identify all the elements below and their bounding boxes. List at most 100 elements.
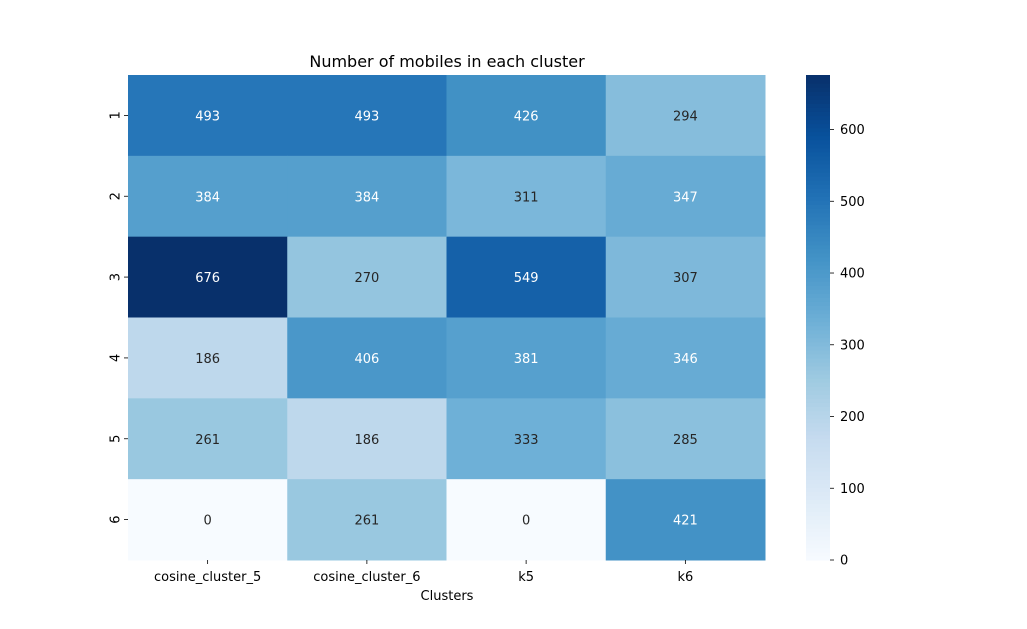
heatmap-cell — [446, 75, 607, 157]
colorbar-segment — [806, 515, 830, 521]
colorbar-segment — [806, 285, 830, 290]
x-axis-ticks: cosine_cluster_5 cosine_cluster_6 k5 k6 — [154, 560, 693, 585]
colorbar-segment — [806, 479, 830, 484]
colorbar-tick-label: 600 — [840, 123, 865, 138]
colorbar-segment — [806, 386, 830, 391]
colorbar-tick-label: 0 — [840, 554, 848, 569]
heatmap-cell — [605, 75, 766, 157]
colorbar-segment — [806, 91, 830, 96]
heatmap-cell — [446, 155, 607, 238]
colorbar-segment — [806, 273, 830, 278]
cell-value-label: 307 — [673, 271, 698, 286]
colorbar-segment — [806, 281, 830, 286]
heatmap-cell — [605, 155, 766, 238]
colorbar-segment — [806, 200, 830, 205]
colorbar-segment — [806, 491, 830, 496]
heatmap-cell — [605, 236, 766, 318]
heatmap-cell — [287, 155, 447, 238]
colorbar-segment — [806, 406, 830, 412]
colorbar-segment — [806, 418, 830, 424]
cell-value-label: 0 — [203, 514, 211, 529]
colorbar-segment — [806, 378, 830, 383]
colorbar-segment — [806, 309, 830, 315]
colorbar-segment — [806, 511, 830, 517]
colorbar-segment — [806, 426, 830, 432]
colorbar-tick-label: 400 — [840, 267, 865, 282]
colorbar-segment — [806, 361, 830, 367]
heatmap-cell — [128, 479, 288, 561]
colorbar-segment — [806, 172, 830, 177]
colorbar-segment — [806, 103, 830, 108]
cell-value-label: 270 — [354, 271, 379, 286]
cell-value-label: 346 — [673, 352, 698, 367]
colorbar-segment — [806, 135, 830, 141]
y-tick-label: 4 — [109, 354, 124, 362]
colorbar-segment — [806, 402, 830, 408]
colorbar-segment — [806, 422, 830, 428]
colorbar-segment — [806, 555, 830, 561]
colorbar-segment — [806, 325, 830, 331]
colorbar-segment — [806, 366, 830, 371]
colorbar-segment — [806, 539, 830, 545]
colorbar-segment — [806, 184, 830, 189]
colorbar-segment — [806, 167, 830, 173]
colorbar-segment — [806, 139, 830, 145]
colorbar-segment — [806, 551, 830, 557]
colorbar-segment — [806, 483, 830, 488]
colorbar-segment — [806, 127, 830, 133]
x-tick-label: cosine_cluster_6 — [313, 570, 420, 585]
cell-value-label: 421 — [673, 514, 698, 529]
colorbar-tick-label: 200 — [840, 410, 865, 425]
colorbar-segment — [806, 543, 830, 549]
cell-value-label: 676 — [195, 271, 220, 286]
colorbar-segment — [806, 147, 830, 153]
heatmap-cell — [287, 75, 447, 157]
colorbar-segment — [806, 495, 830, 500]
colorbar-segment — [806, 248, 830, 254]
colorbar-segment — [806, 155, 830, 161]
colorbar-segment — [806, 434, 830, 440]
colorbar-segment — [806, 370, 830, 375]
cell-value-label: 493 — [354, 109, 379, 124]
colorbar-segment — [806, 430, 830, 436]
heatmap-cell — [287, 236, 447, 318]
colorbar-segment — [806, 220, 830, 226]
heatmap-cell — [128, 317, 288, 399]
heatmap-cell — [605, 398, 766, 480]
colorbar-segment — [806, 293, 830, 298]
colorbar-segment — [806, 410, 830, 416]
y-tick-label: 1 — [109, 111, 124, 119]
colorbar-segment — [806, 374, 830, 379]
cell-value-label: 311 — [514, 190, 539, 205]
colorbar-segment — [806, 264, 830, 270]
colorbar-segment — [806, 446, 830, 452]
colorbar-segment — [806, 357, 830, 363]
colorbar-segment — [806, 95, 830, 100]
colorbar-segment — [806, 87, 830, 92]
colorbar-segment — [806, 471, 830, 476]
colorbar-segment — [806, 458, 830, 464]
cell-value-label: 406 — [354, 352, 379, 367]
colorbar-segment — [806, 301, 830, 306]
colorbar-segment — [806, 414, 830, 420]
colorbar-segment — [806, 188, 830, 193]
heatmap-cell — [446, 317, 607, 399]
x-tick-label: cosine_cluster_5 — [154, 570, 261, 585]
heatmap-cell — [287, 398, 447, 480]
colorbar-segment — [806, 390, 830, 395]
colorbar-segment — [806, 313, 830, 319]
heatmap-cells: 493 493 426 294 384 384 311 347 676 270 549 307 186 4… — [128, 75, 766, 561]
colorbar-segment — [806, 523, 830, 529]
x-tick-label: k6 — [677, 570, 693, 585]
colorbar-segment — [806, 467, 830, 472]
cell-value-label: 285 — [673, 433, 698, 448]
cell-value-label: 0 — [522, 514, 530, 529]
cell-value-label: 347 — [673, 190, 698, 205]
colorbar-segment — [806, 507, 830, 513]
heatmap-cell — [446, 236, 607, 318]
colorbar-segment — [806, 531, 830, 537]
colorbar-segment — [806, 260, 830, 266]
cell-value-label: 381 — [514, 352, 539, 367]
colorbar-segment — [806, 289, 830, 294]
